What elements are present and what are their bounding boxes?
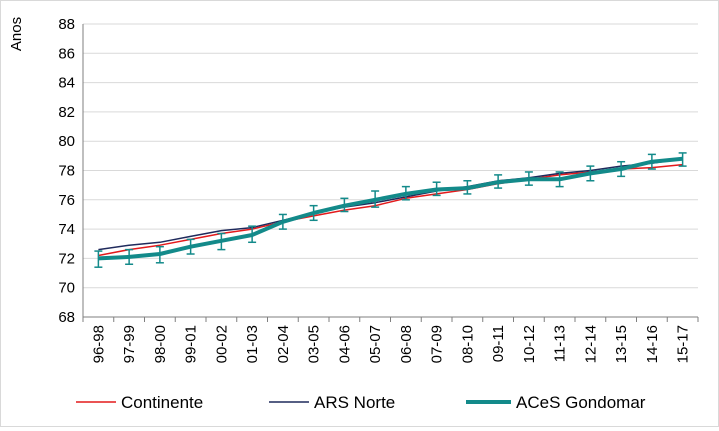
legend-label: ACeS Gondomar bbox=[516, 393, 646, 412]
x-tick-label: 13-15 bbox=[613, 325, 630, 363]
y-tick-label: 74 bbox=[58, 221, 75, 238]
x-tick-label: 11-13 bbox=[552, 325, 569, 362]
x-tick-label: 08-10 bbox=[459, 325, 476, 363]
y-tick-label: 84 bbox=[58, 75, 75, 92]
x-tick-label: 03-05 bbox=[306, 325, 323, 363]
x-tick-label: 09-11 bbox=[490, 325, 507, 362]
gridlines bbox=[83, 23, 698, 289]
x-tick-label: 14-16 bbox=[644, 325, 661, 363]
series-lines bbox=[98, 156, 683, 261]
y-tick-label: 78 bbox=[58, 163, 75, 180]
x-tick-label: 10-12 bbox=[521, 325, 538, 363]
x-tick-label: 99-01 bbox=[183, 325, 200, 363]
x-tick-label: 98-00 bbox=[152, 325, 169, 363]
error-bars bbox=[94, 152, 687, 268]
x-tick-label: 97-99 bbox=[121, 325, 138, 363]
x-tick-label: 04-06 bbox=[336, 325, 353, 363]
y-axis-label: Anos bbox=[8, 17, 25, 51]
x-tick-label: 01-03 bbox=[244, 325, 261, 363]
y-tick-label: 70 bbox=[58, 280, 75, 297]
x-tick-label: 02-04 bbox=[275, 325, 292, 363]
x-tick-label: 12-14 bbox=[582, 325, 599, 363]
y-tick-label: 72 bbox=[58, 250, 75, 267]
x-tick-label: 15-17 bbox=[675, 325, 692, 363]
y-tick-label: 68 bbox=[58, 309, 75, 326]
x-tick-label: 96-98 bbox=[90, 325, 107, 363]
y-tick-label: 80 bbox=[58, 133, 75, 150]
y-tick-label: 88 bbox=[58, 16, 75, 33]
x-tick-label: 00-02 bbox=[213, 325, 230, 363]
axes bbox=[82, 24, 699, 322]
y-tick-label: 76 bbox=[58, 192, 75, 209]
legend-label: Continente bbox=[121, 393, 203, 412]
y-tick-label: 86 bbox=[58, 45, 75, 62]
legend-label: ARS Norte bbox=[314, 393, 395, 412]
x-tick-label: 05-07 bbox=[367, 325, 384, 363]
x-tick-label: 07-09 bbox=[429, 325, 446, 363]
x-tick-label: 06-08 bbox=[398, 325, 415, 363]
legend: Continente ARS Norte ACeS Gondomar bbox=[76, 393, 646, 412]
series-line-aces-gondomar bbox=[98, 156, 683, 261]
series-line-continente bbox=[98, 163, 683, 257]
y-tick-label: 82 bbox=[58, 104, 75, 121]
tick-labels: 68 70 72 74 76 78 80 82 84 86 88 96-98 97-99 98-00 99-… bbox=[58, 16, 691, 363]
series-line-ars-norte bbox=[98, 158, 683, 251]
